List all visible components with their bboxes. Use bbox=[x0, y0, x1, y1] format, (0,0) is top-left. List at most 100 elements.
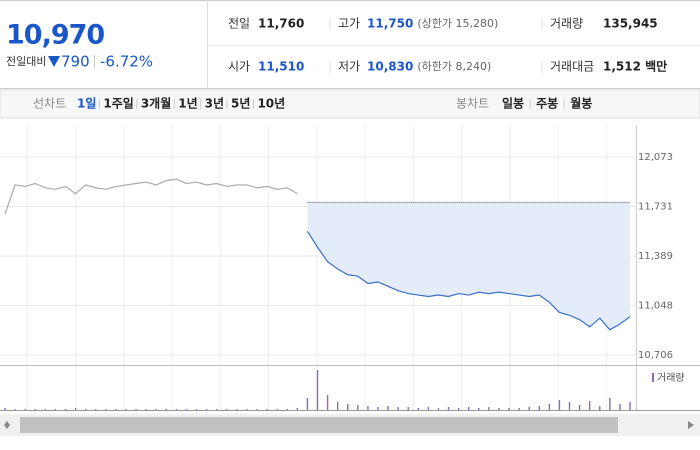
scroll-left[interactable] bbox=[4, 421, 10, 429]
stat-label: 전일 bbox=[228, 17, 250, 31]
volume-bar bbox=[74, 408, 77, 410]
price-line bbox=[4, 178, 298, 215]
volume-bar bbox=[528, 407, 530, 410]
volume-bar bbox=[447, 407, 450, 410]
volume-bar bbox=[518, 408, 520, 410]
volume-bar bbox=[326, 395, 329, 410]
y-tick-label: 12,073 bbox=[638, 152, 673, 163]
tab-group-label: 선차트 bbox=[33, 97, 66, 111]
volume-bar bbox=[226, 409, 228, 410]
volume-bar bbox=[236, 409, 238, 410]
volume-bar bbox=[84, 409, 87, 410]
volume-bar bbox=[205, 409, 208, 410]
tab[interactable]: 10년 bbox=[257, 97, 285, 111]
volume-bar bbox=[105, 409, 107, 410]
volume-bar bbox=[266, 409, 268, 410]
change-label: 전일대비 bbox=[6, 54, 46, 68]
volume-bar bbox=[427, 407, 430, 410]
tab[interactable]: 일봉 bbox=[502, 97, 524, 111]
tab[interactable]: 5년 bbox=[231, 97, 250, 111]
volume-bar bbox=[599, 406, 601, 410]
volume-bar bbox=[54, 409, 57, 410]
scrollbar-thumb[interactable] bbox=[20, 417, 618, 433]
volume-bar bbox=[437, 408, 440, 410]
volume-bar bbox=[276, 409, 278, 410]
volume-bar bbox=[64, 409, 67, 410]
volume-bar bbox=[478, 408, 480, 410]
volume-bar bbox=[347, 404, 349, 410]
y-tick-label: 11,389 bbox=[638, 251, 673, 262]
volume-bar bbox=[588, 401, 591, 410]
area bbox=[307, 202, 630, 330]
volume-bar bbox=[125, 409, 127, 410]
down-icon bbox=[48, 56, 60, 67]
volume-bar bbox=[95, 409, 97, 410]
volume-bar bbox=[215, 409, 218, 410]
volume-bar bbox=[14, 409, 16, 410]
volume-bar bbox=[165, 409, 167, 410]
tab[interactable]: 월봉 bbox=[570, 96, 592, 111]
change: 790 bbox=[61, 53, 90, 71]
tab[interactable]: 1주일 bbox=[103, 97, 133, 111]
volume-bar bbox=[195, 409, 198, 410]
stat-label: 거래량 bbox=[550, 17, 583, 31]
volume-bar bbox=[175, 409, 178, 410]
tab-group-label: 봉차트 bbox=[456, 97, 489, 111]
tab-bar bbox=[0, 89, 700, 119]
volume-bar bbox=[457, 408, 460, 410]
tab[interactable]: 3개월 bbox=[141, 96, 171, 111]
volume-bar bbox=[578, 405, 581, 410]
y-tick-label: 11,048 bbox=[638, 300, 673, 311]
change-pct: -6.72% bbox=[100, 53, 153, 71]
y-tick-label: 11,731 bbox=[638, 202, 673, 213]
legend-swatch bbox=[652, 373, 654, 382]
volume-bar bbox=[316, 370, 319, 410]
volume-bar bbox=[145, 409, 147, 410]
volume-bar bbox=[538, 406, 540, 410]
stat-value: 11,750 bbox=[367, 17, 413, 31]
tab[interactable]: 주봉 bbox=[536, 97, 558, 111]
volume-bar bbox=[488, 407, 490, 410]
volume-bar bbox=[609, 398, 611, 410]
volume-bar bbox=[619, 404, 621, 410]
volume-bar bbox=[286, 409, 288, 410]
volume-bar bbox=[44, 409, 47, 410]
stat-label: 시가 bbox=[228, 60, 250, 74]
volume-bar bbox=[407, 407, 409, 410]
stat-label: 고가 bbox=[338, 17, 360, 31]
legend-label: 거래량 bbox=[657, 372, 685, 384]
scroll-right[interactable] bbox=[688, 421, 694, 429]
volume-bar bbox=[306, 398, 309, 410]
volume-bar bbox=[185, 409, 188, 410]
volume-bar bbox=[498, 408, 500, 410]
price-line bbox=[306, 230, 631, 331]
stat-value: 1,512 백만 bbox=[603, 59, 667, 74]
volume-bar bbox=[24, 409, 26, 410]
volume-bar bbox=[34, 409, 36, 410]
stat-note: (하한가 8,240) bbox=[417, 59, 491, 73]
volume-bar bbox=[357, 405, 359, 410]
volume-bar bbox=[558, 400, 561, 410]
tab[interactable]: 3년 bbox=[205, 97, 224, 111]
volume-bar bbox=[377, 407, 379, 410]
tab[interactable]: 1년 bbox=[178, 97, 197, 111]
volume-bar bbox=[629, 402, 631, 410]
stat-value: 11,510 bbox=[258, 60, 304, 74]
stat-value: 10,830 bbox=[367, 60, 413, 74]
volume-bar bbox=[417, 408, 420, 410]
volume-bar bbox=[4, 408, 6, 410]
volume-bar bbox=[387, 406, 389, 410]
stat-label: 거래대금 bbox=[550, 60, 594, 74]
stat-value: 135,945 bbox=[603, 17, 658, 31]
volume-bar bbox=[246, 409, 248, 410]
current-price: 10,970 bbox=[6, 20, 104, 51]
y-tick-label: 10,706 bbox=[638, 350, 673, 361]
volume-bar bbox=[155, 409, 157, 410]
stat-value: 11,760 bbox=[258, 17, 304, 31]
stat-note: (상한가 15,280) bbox=[417, 17, 498, 30]
volume-bar bbox=[568, 402, 571, 410]
tab[interactable]: 1일 bbox=[77, 97, 96, 111]
volume-bar bbox=[397, 407, 399, 410]
